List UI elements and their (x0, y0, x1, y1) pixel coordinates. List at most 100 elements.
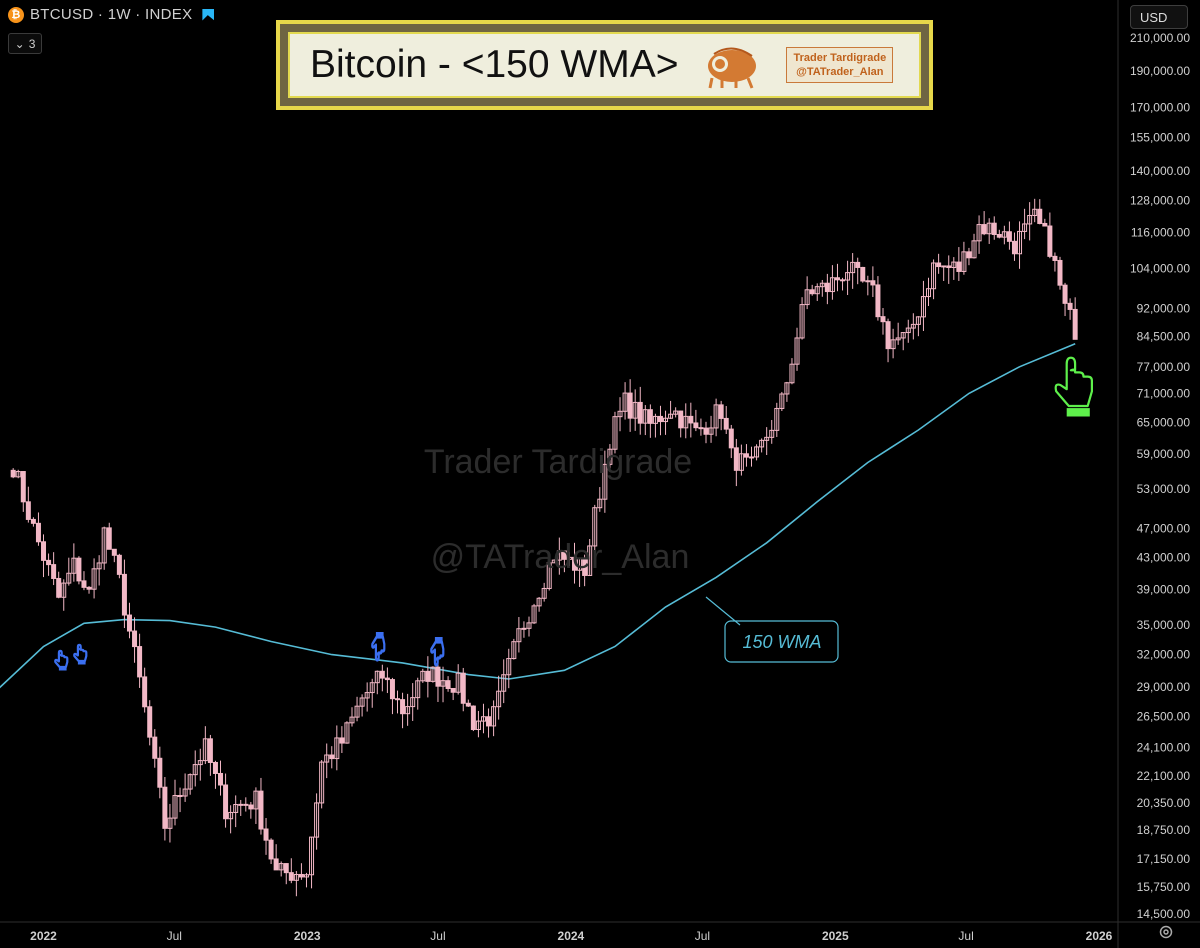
candle (51, 552, 57, 586)
candle (425, 656, 431, 698)
pointing-hand-icon (54, 649, 69, 671)
currency-label: USD (1140, 9, 1168, 25)
candle (167, 803, 173, 843)
candle (212, 760, 218, 789)
title-banner: Bitcoin - <150 WMA> Trader Tardigrade @T… (276, 20, 933, 110)
y-tick-label: 116,000.00 (1131, 226, 1190, 240)
candle (460, 667, 466, 712)
y-tick-label: 155,000.00 (1130, 131, 1190, 145)
candle (1057, 256, 1063, 290)
candle (263, 818, 269, 855)
candle (238, 799, 244, 816)
candle (784, 381, 790, 402)
candle (450, 687, 456, 701)
candle (829, 265, 835, 300)
candle (475, 710, 481, 738)
candle (400, 692, 406, 729)
candle (966, 247, 972, 266)
candle (61, 579, 67, 611)
candle (536, 596, 542, 612)
badge-line2: @TATrader_Alan (796, 66, 884, 78)
candle (243, 797, 249, 812)
x-tick-label: Jul (430, 929, 445, 943)
candle (905, 319, 911, 343)
candle (850, 253, 856, 289)
candle (228, 805, 234, 834)
wma-line (0, 343, 1076, 689)
symbol-header[interactable]: ₿ BTCUSD · 1W · INDEX (8, 6, 215, 23)
candle (218, 760, 224, 796)
candle (66, 557, 72, 586)
candle (976, 215, 982, 254)
pointing-hand-icon (73, 643, 88, 665)
x-tick-label: Jul (167, 929, 182, 943)
candle (759, 438, 765, 453)
y-tick-label: 190,000.00 (1130, 64, 1190, 78)
candle (566, 552, 572, 567)
y-tick-label: 14,500.00 (1137, 907, 1191, 921)
candle (258, 777, 264, 835)
candle (101, 526, 107, 570)
candle (1037, 199, 1043, 225)
candle (582, 554, 588, 587)
candle (1001, 225, 1007, 245)
candle (1022, 208, 1028, 240)
candle (738, 444, 744, 476)
candle (415, 677, 421, 710)
chart-title: Bitcoin - <150 WMA> (310, 43, 679, 86)
candle (223, 773, 229, 828)
flag-icon[interactable] (202, 8, 215, 21)
candle (354, 696, 360, 722)
y-tick-label: 24,100.00 (1137, 740, 1191, 754)
candle (71, 543, 77, 582)
y-tick-label: 77,000.00 (1137, 360, 1191, 374)
candle (637, 386, 643, 435)
annotation-box (724, 620, 839, 663)
currency-button[interactable]: USD (1130, 5, 1188, 29)
candle (572, 542, 578, 584)
candle (657, 405, 663, 436)
candle (754, 444, 760, 461)
y-tick-label: 128,000.00 (1130, 193, 1190, 207)
x-tick-label: Jul (695, 929, 710, 943)
symbol-line[interactable]: BTCUSD · 1W · INDEX (30, 6, 193, 23)
candle (1072, 297, 1078, 340)
candle (673, 407, 679, 418)
candle (956, 247, 962, 281)
candle (197, 748, 203, 781)
candle (926, 277, 932, 307)
candle (96, 555, 102, 586)
candle (683, 403, 689, 439)
candle (91, 558, 97, 599)
annotation-label: 150 WMA (742, 632, 821, 652)
candle (116, 553, 122, 579)
candle (152, 729, 158, 768)
candle (445, 676, 451, 692)
candle (202, 726, 208, 765)
candle (349, 707, 355, 727)
candle (840, 277, 846, 291)
candle (455, 664, 461, 695)
pointing-hand-icon (430, 637, 445, 667)
gear-icon[interactable] (1158, 924, 1174, 940)
candle (248, 801, 254, 819)
candle (207, 734, 213, 776)
x-tick-label: 2024 (558, 929, 585, 943)
indicators-toggle-button[interactable]: ⌄ 3 (8, 33, 42, 54)
candle (10, 468, 16, 479)
candle (86, 586, 92, 594)
watermark-line1: Trader Tardigrade (424, 443, 692, 481)
candle (612, 411, 618, 454)
candle (764, 427, 770, 456)
candle (273, 844, 279, 871)
candle (25, 486, 31, 523)
candle (324, 743, 330, 779)
candle (718, 400, 724, 431)
candle (663, 410, 669, 435)
y-tick-label: 104,000.00 (1130, 261, 1190, 275)
x-tick-label: 2022 (30, 929, 57, 943)
candle (111, 548, 117, 563)
candle (632, 389, 638, 431)
candle (339, 726, 345, 754)
